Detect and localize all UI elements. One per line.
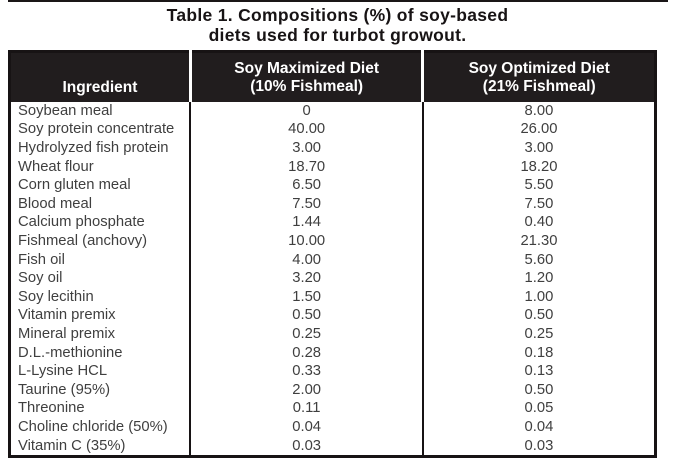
table-row: Hydrolyzed fish protein 3.00 3.00	[10, 139, 656, 158]
soy-maximized-value-cell: 18.70	[189, 157, 423, 177]
soy-optimized-value-cell: 0.25	[421, 325, 656, 344]
ingredient-cell: Blood meal	[18, 195, 93, 212]
ingredient-cell: Hydrolyzed fish protein	[18, 140, 169, 157]
header-soy-maximized-line1: Soy Maximized Diet	[234, 59, 379, 77]
ingredient-cell: Vitamin C (35%)	[18, 437, 126, 454]
table-row: Soy lecithin 1.50 1.00	[10, 287, 656, 307]
table-title: Table 1. Compositions (%) of soy-based d…	[0, 5, 675, 45]
soy-optimized-value-cell: 7.50	[421, 194, 656, 214]
table-row: Wheat flour 18.70 18.20	[10, 157, 656, 177]
soy-maximized-value-cell: 2.00	[189, 380, 423, 400]
soy-maximized-value-cell: 7.50	[189, 194, 423, 214]
table-row: Soybean meal 0 8.00	[10, 102, 656, 121]
soy-optimized-value-cell: 3.00	[421, 139, 656, 158]
soy-optimized-value-cell: 18.20	[421, 157, 656, 177]
soy-optimized-value-cell: 0.50	[421, 306, 656, 326]
ingredient-cell: Vitamin premix	[18, 307, 116, 324]
table-row: D.L.-methionine 0.28 0.18	[10, 343, 656, 363]
ingredient-cell: Soy protein concentrate	[18, 121, 175, 138]
soy-optimized-value-cell: 0.05	[421, 399, 656, 419]
soy-optimized-value-cell: 1.20	[421, 269, 656, 288]
soy-maximized-value-cell: 0.28	[189, 343, 423, 363]
table-body: Soybean meal 0 8.00 Soy protein concentrate…	[10, 102, 656, 457]
ingredient-cell: Soy oil	[18, 270, 63, 287]
table-row: Mineral premix 0.25 0.25	[10, 325, 656, 344]
ingredient-cell: Wheat flour	[18, 158, 94, 175]
header-ingredient: Ingredient	[9, 51, 191, 102]
header-soy-optimized: Soy Optimized Diet (21% Fishmeal)	[421, 51, 656, 102]
table-row: Vitamin C (35%) 0.03 0.03	[10, 436, 656, 457]
soy-maximized-value-cell: 0	[189, 102, 423, 121]
ingredient-cell: Taurine (95%)	[18, 381, 111, 398]
ingredient-cell: Soybean meal	[18, 102, 113, 119]
soy-optimized-value-cell: 26.00	[421, 120, 656, 140]
table-row: Fish oil 4.00 5.60	[10, 250, 656, 270]
header-row: Ingredient Soy Maximized Diet (10% Fishm…	[9, 51, 656, 102]
soy-maximized-value-cell: 40.00	[189, 120, 423, 140]
ingredient-cell: Corn gluten meal	[18, 177, 131, 194]
ingredient-cell: Fish oil	[18, 251, 65, 268]
table-title-line2: diets used for turbot growout.	[208, 24, 467, 45]
table-row: Blood meal 7.50 7.50	[10, 194, 656, 214]
ingredient-cell: Threonine	[18, 400, 85, 417]
diet-composition-table: Ingredient Soy Maximized Diet (10% Fishm…	[8, 50, 657, 459]
soy-maximized-value-cell: 0.03	[189, 436, 423, 457]
table-row: Taurine (95%) 2.00 0.50	[10, 380, 656, 400]
soy-maximized-value-cell: 3.20	[189, 269, 423, 288]
soy-optimized-value-cell: 8.00	[421, 102, 656, 121]
soy-maximized-value-cell: 0.33	[189, 362, 423, 381]
header-soy-optimized-line2: (21% Fishmeal)	[482, 77, 596, 95]
ingredient-cell: Calcium phosphate	[18, 214, 145, 231]
table-header: Ingredient Soy Maximized Diet (10% Fishm…	[9, 51, 656, 102]
table-row: Soy oil 3.20 1.20	[10, 269, 656, 288]
soy-maximized-value-cell: 3.00	[189, 139, 423, 158]
table-row: Choline chloride (50%) 0.04 0.04	[10, 418, 656, 437]
soy-optimized-value-cell: 0.40	[421, 213, 656, 233]
header-soy-maximized-line2: (10% Fishmeal)	[250, 77, 364, 95]
table-row: Soy protein concentrate 40.00 26.00	[10, 120, 656, 140]
top-rule	[8, 0, 668, 2]
soy-maximized-value-cell: 0.25	[189, 325, 423, 344]
table-title-line1: Table 1. Compositions (%) of soy-based	[166, 5, 509, 25]
table-row: L-Lysine HCL 0.33 0.13	[10, 362, 656, 381]
table-row: Fishmeal (anchovy) 10.00 21.30	[10, 232, 656, 251]
header-ingredient-label: Ingredient	[62, 79, 138, 96]
ingredient-cell: Soy lecithin	[18, 288, 94, 305]
table-row: Threonine 0.11 0.05	[10, 399, 656, 419]
header-soy-optimized-line1: Soy Optimized Diet	[468, 59, 610, 77]
soy-optimized-value-cell: 0.50	[421, 380, 656, 400]
soy-optimized-value-cell: 0.03	[421, 436, 656, 457]
soy-optimized-value-cell: 0.04	[421, 418, 656, 437]
soy-maximized-value-cell: 0.04	[189, 418, 423, 437]
soy-optimized-value-cell: 5.50	[421, 176, 656, 195]
soy-maximized-value-cell: 1.50	[189, 287, 423, 307]
soy-optimized-value-cell: 0.18	[421, 343, 656, 363]
soy-optimized-value-cell: 21.30	[421, 232, 656, 251]
soy-optimized-value-cell: 5.60	[421, 250, 656, 270]
ingredient-cell: Mineral premix	[18, 326, 116, 343]
soy-maximized-value-cell: 0.50	[189, 306, 423, 326]
table-row: Vitamin premix 0.50 0.50	[10, 306, 656, 326]
soy-optimized-value-cell: 1.00	[421, 287, 656, 307]
table-row: Calcium phosphate 1.44 0.40	[10, 213, 656, 233]
ingredient-cell: D.L.-methionine	[18, 344, 123, 361]
soy-maximized-value-cell: 4.00	[189, 250, 423, 270]
header-soy-maximized: Soy Maximized Diet (10% Fishmeal)	[188, 51, 423, 102]
soy-maximized-value-cell: 1.44	[189, 213, 423, 233]
ingredient-cell: L-Lysine HCL	[18, 363, 108, 380]
ingredient-cell: Choline chloride (50%)	[18, 418, 168, 435]
ingredient-cell: Fishmeal (anchovy)	[18, 233, 148, 250]
soy-optimized-value-cell: 0.13	[421, 362, 656, 381]
table-row: Corn gluten meal 6.50 5.50	[10, 176, 656, 195]
soy-maximized-value-cell: 6.50	[189, 176, 423, 195]
soy-maximized-value-cell: 0.11	[189, 399, 423, 419]
soy-maximized-value-cell: 10.00	[189, 232, 423, 251]
